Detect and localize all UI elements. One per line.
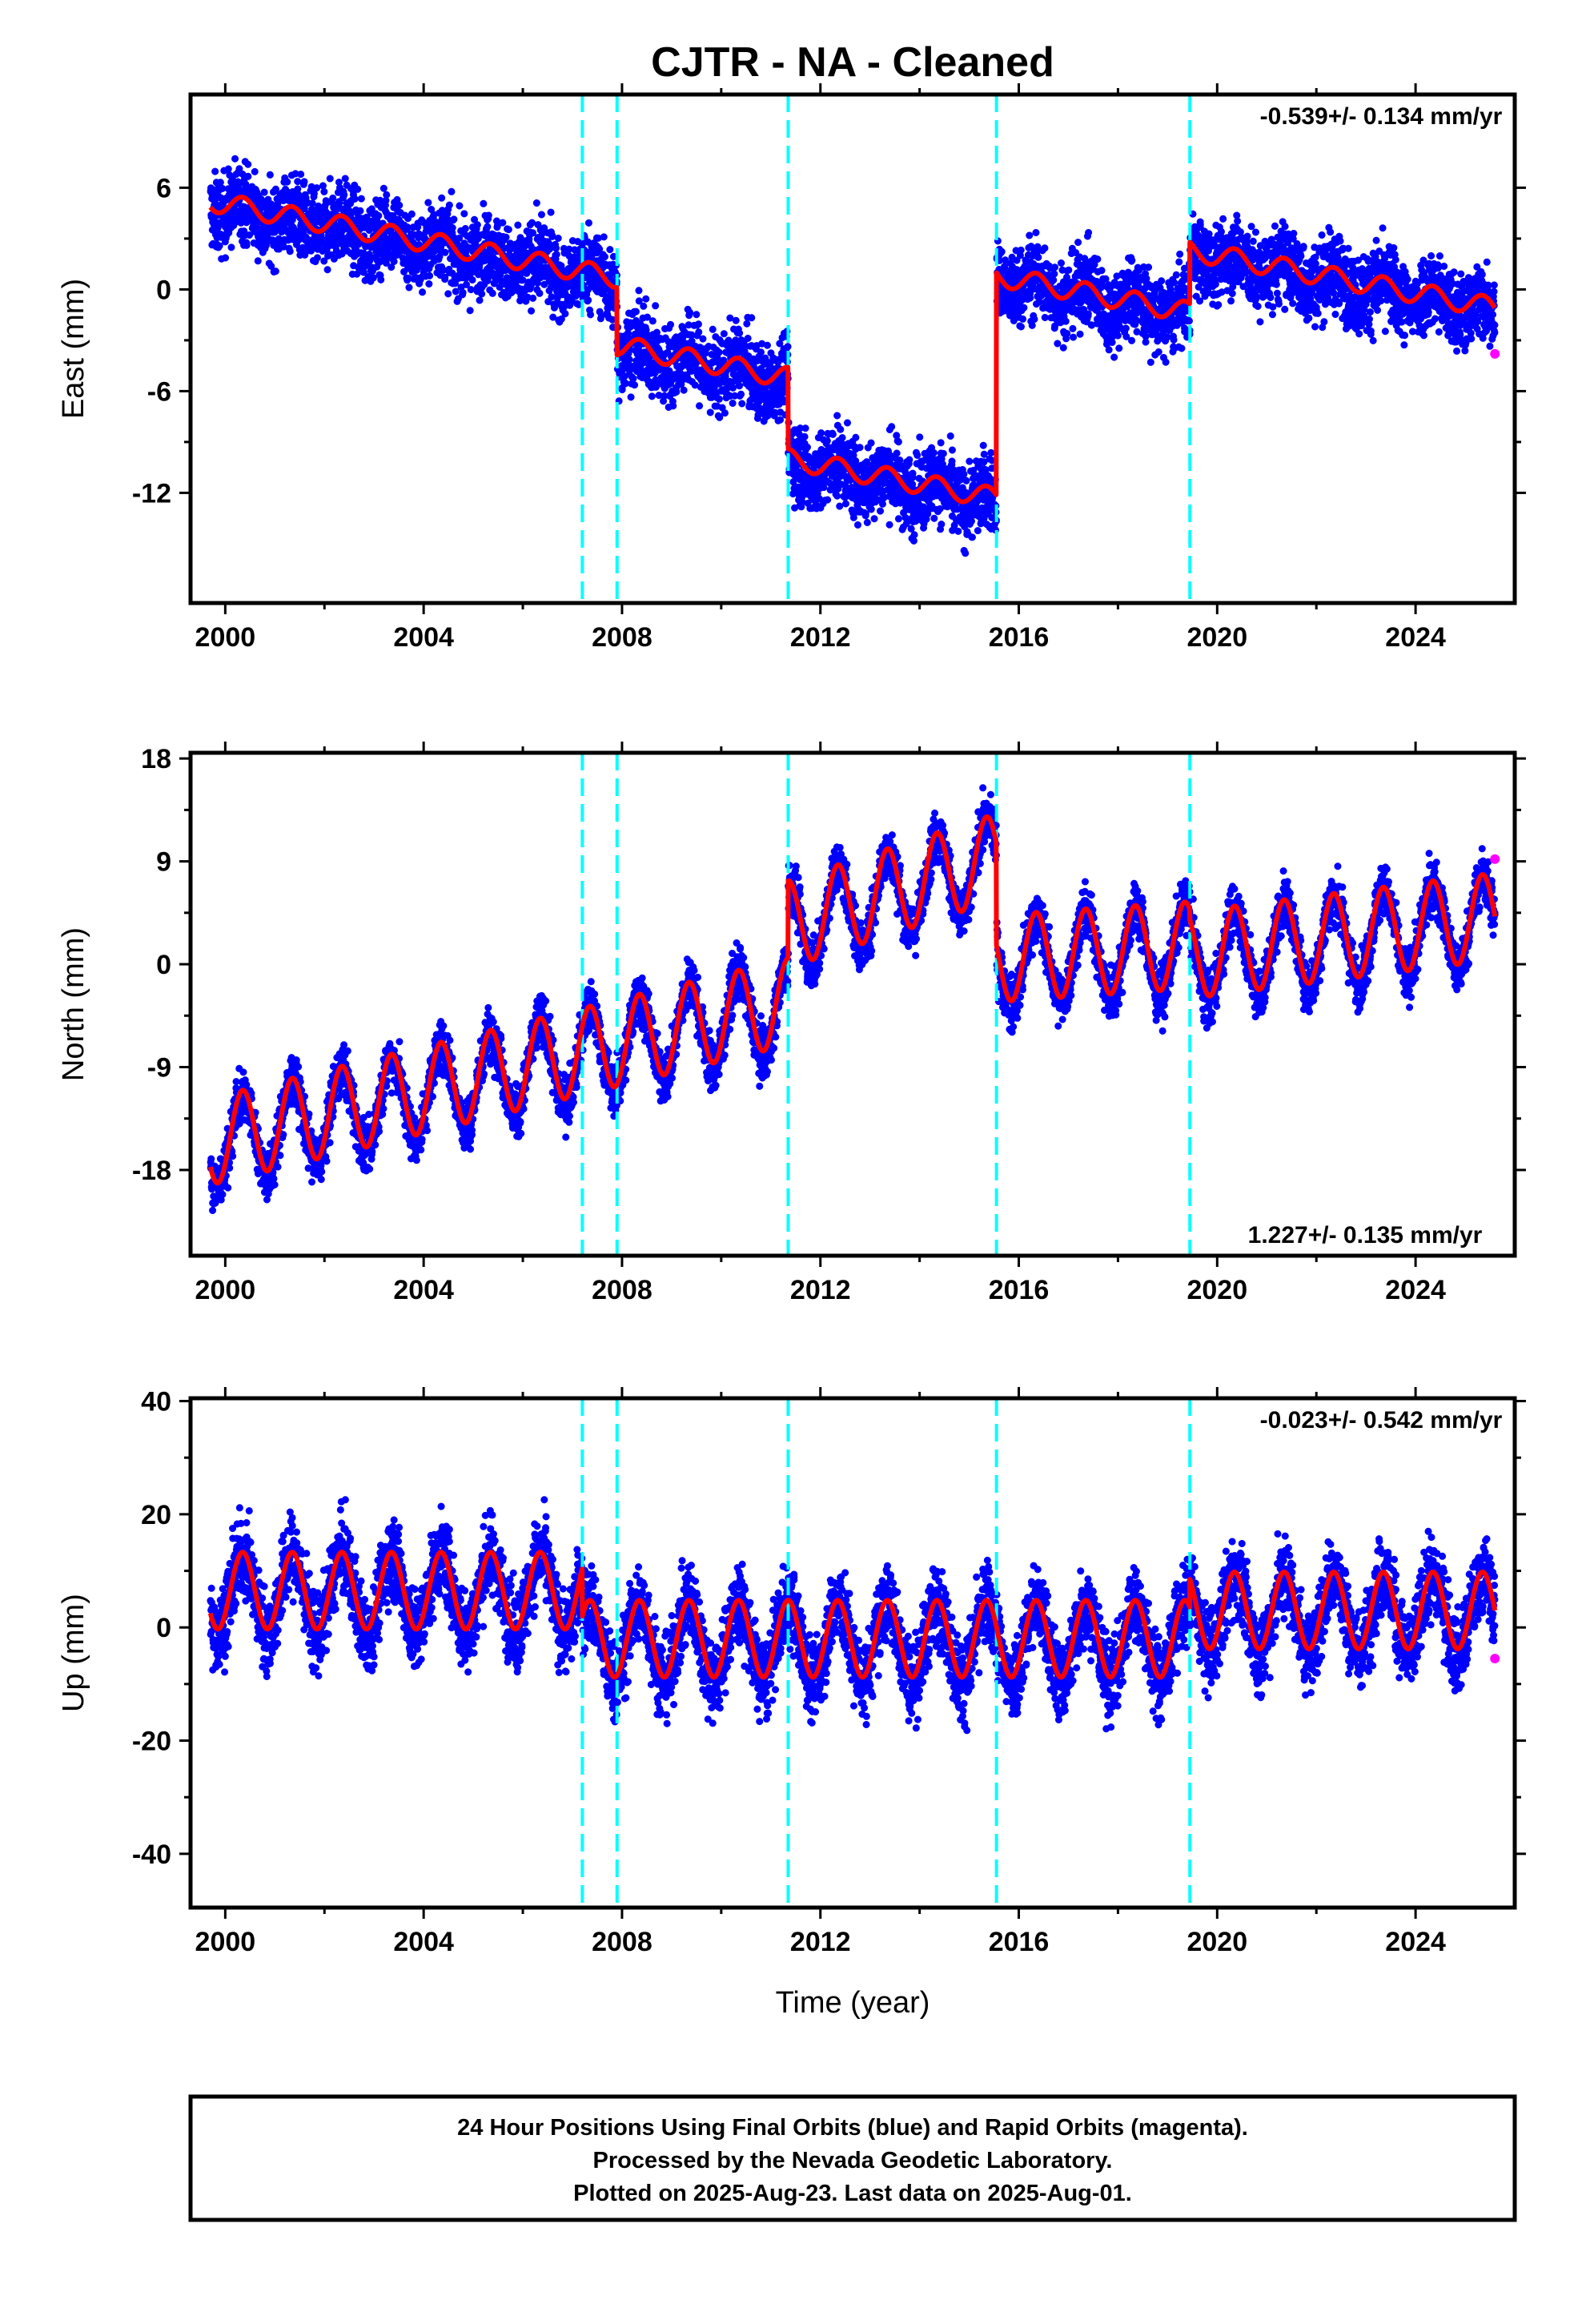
east-x-tick-label: 2000: [195, 622, 256, 653]
up-x-tick-label: 2024: [1385, 1927, 1446, 1957]
north-y-tick-label: 9: [156, 847, 171, 878]
up-x-tick-label: 2020: [1186, 1927, 1247, 1957]
north-model-curve: [207, 814, 1498, 1186]
north-y-tick-label: -18: [132, 1156, 171, 1186]
up-x-tick-label: 2000: [195, 1927, 256, 1957]
up-y-tick-label: -40: [132, 1839, 171, 1870]
footer-line-1: 24 Hour Positions Using Final Orbits (bl…: [457, 2115, 1248, 2141]
up-model-curve: [207, 1550, 1498, 1680]
north-x-tick-label: 2016: [989, 1275, 1050, 1305]
footer-line-2: Processed by the Nevada Geodetic Laborat…: [593, 2148, 1113, 2173]
north-rate-label: 1.227+/- 0.135 mm/yr: [1248, 1222, 1483, 1248]
up-y-tick-label: 0: [156, 1613, 171, 1643]
north-x-tick-label: 2020: [1186, 1275, 1247, 1305]
north-final-orbit-points: [207, 784, 1499, 1214]
up-y-axis-label: Up (mm): [57, 1594, 90, 1712]
east-panel: 2000 2004 2008 2012 2016 2020 2024 6 0 -6 -12 East …: [57, 83, 1526, 653]
up-x-tick-label: 2016: [989, 1927, 1050, 1957]
east-rate-label: -0.539+/- 0.134 mm/yr: [1260, 103, 1503, 130]
up-x-tick-label: 2012: [790, 1927, 851, 1957]
up-final-orbit-points: [207, 1496, 1499, 1735]
north-x-tick-label: 2008: [592, 1275, 652, 1305]
east-x-tick-label: 2004: [393, 622, 454, 653]
north-y-axis-label: North (mm): [57, 927, 90, 1081]
east-x-tick-label: 2012: [790, 622, 851, 653]
footer-line-3: Plotted on 2025-Aug-23. Last data on 202…: [573, 2181, 1132, 2206]
north-y-tick-label: -9: [147, 1053, 171, 1084]
x-axis-label: Time (year): [776, 1986, 930, 2020]
east-rapid-orbit-point: [1490, 348, 1500, 359]
north-x-tick-label: 2024: [1385, 1275, 1446, 1305]
east-y-tick-label: 6: [156, 173, 171, 203]
north-x-tick-label: 2004: [393, 1275, 454, 1305]
north-x-tick-label: 2000: [195, 1275, 256, 1305]
north-x-tick-label: 2012: [790, 1275, 851, 1305]
up-y-tick-label: -20: [132, 1727, 171, 1757]
chart-title: CJTR - NA - Cleaned: [651, 39, 1054, 86]
up-y-tick-label: 20: [141, 1500, 171, 1530]
east-x-tick-label: 2016: [989, 622, 1050, 653]
up-plot-frame: [188, 1396, 1517, 1910]
east-plot-frame: [188, 92, 1517, 605]
east-x-tick-label: 2024: [1385, 622, 1446, 653]
east-final-orbit-points: [207, 155, 1499, 557]
up-y-tick-label: 40: [141, 1387, 171, 1417]
east-x-tick-label: 2020: [1186, 622, 1247, 653]
up-rate-label: -0.023+/- 0.542 mm/yr: [1260, 1407, 1503, 1433]
east-x-tick-label: 2008: [592, 622, 652, 653]
footer-box: 24 Hour Positions Using Final Orbits (bl…: [188, 2094, 1517, 2222]
north-y-tick-label: 0: [156, 950, 171, 980]
east-y-tick-label: -12: [132, 478, 171, 509]
east-model-curve: [208, 195, 1497, 505]
north-y-tick-label: 18: [141, 744, 171, 774]
east-y-axis-label: East (mm): [57, 279, 90, 419]
north-plot-frame: [188, 750, 1517, 1258]
up-x-tick-label: 2008: [592, 1927, 652, 1957]
up-panel: 2000 2004 2008 2012 2016 2020 2024 40 20 0 -20 -40 U…: [57, 1387, 1526, 1957]
east-y-tick-label: -6: [147, 376, 171, 407]
east-y-tick-label: 0: [156, 275, 171, 305]
north-panel: 2000 2004 2008 2012 2016 2020 2024 18 9 0 -9 -18 Nor…: [57, 742, 1526, 1305]
up-rapid-orbit-point: [1490, 1654, 1500, 1664]
north-rapid-orbit-point: [1490, 854, 1500, 864]
up-x-tick-label: 2004: [393, 1927, 454, 1957]
